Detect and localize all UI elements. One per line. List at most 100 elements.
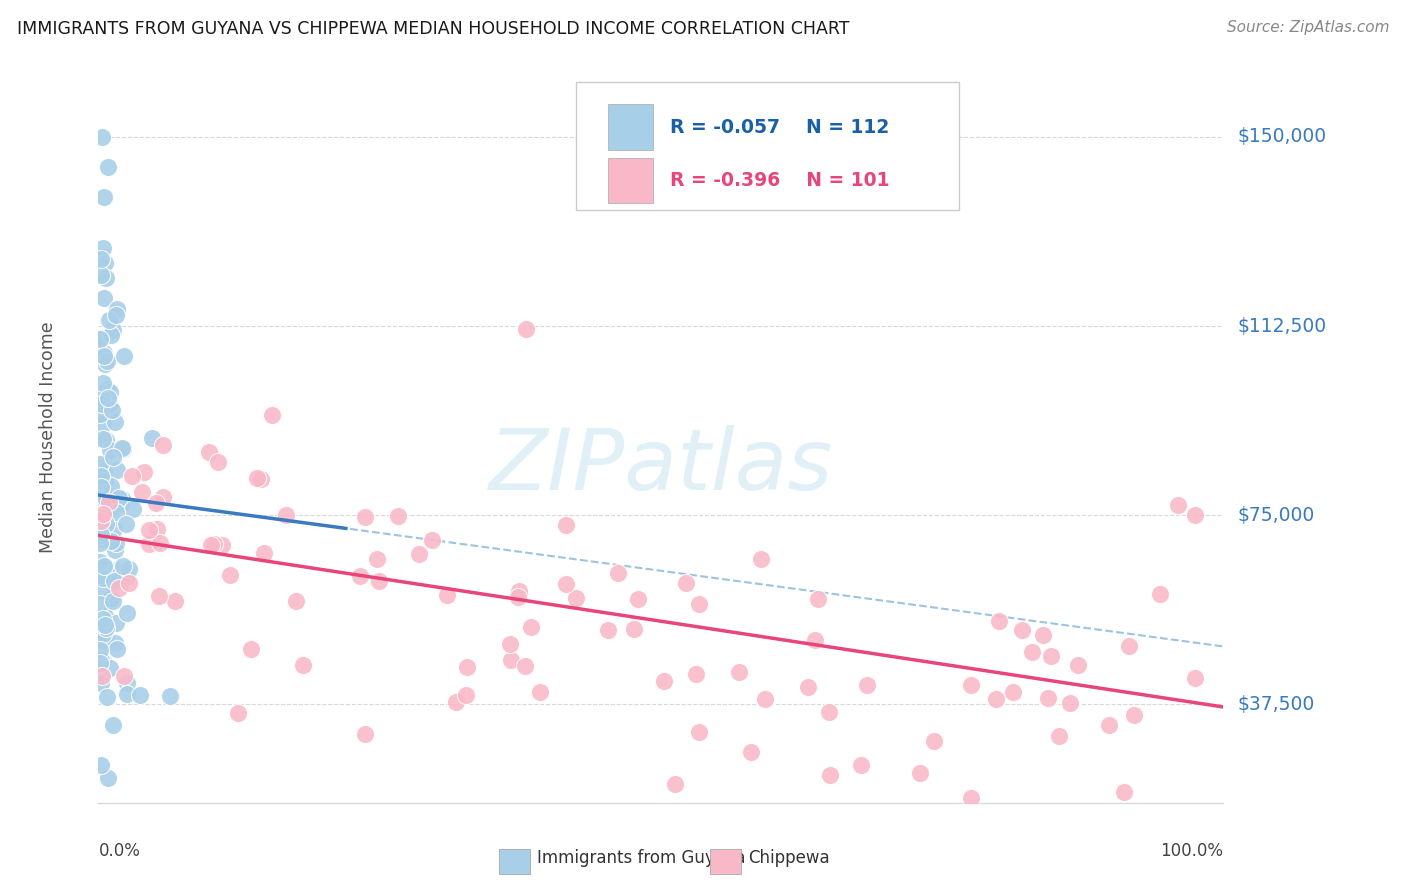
Point xyxy=(91,417,114,432)
Point xyxy=(96,690,118,705)
Point xyxy=(1149,587,1171,601)
Point xyxy=(93,473,115,487)
Point xyxy=(200,538,222,552)
Point xyxy=(90,268,112,282)
Point xyxy=(101,450,124,464)
Point xyxy=(93,558,115,573)
Point xyxy=(922,734,945,748)
Point xyxy=(105,535,128,549)
Point xyxy=(129,688,152,702)
Point xyxy=(554,576,576,591)
Point xyxy=(1184,508,1206,523)
Point xyxy=(93,349,115,363)
Point xyxy=(444,695,467,709)
Point xyxy=(91,527,114,541)
Point xyxy=(250,472,273,486)
Point xyxy=(90,477,112,491)
Point xyxy=(292,658,315,673)
Point xyxy=(115,687,138,701)
Point xyxy=(817,705,839,719)
Point xyxy=(104,563,127,577)
Point xyxy=(91,391,114,405)
Point xyxy=(436,587,458,601)
Point xyxy=(688,597,710,611)
Point xyxy=(131,484,153,499)
Point xyxy=(988,614,1011,628)
Point xyxy=(90,757,112,772)
Point xyxy=(1067,658,1090,673)
Point xyxy=(90,676,112,690)
Point xyxy=(97,160,120,174)
Point xyxy=(226,706,249,720)
Point xyxy=(420,533,443,548)
Point xyxy=(1122,707,1144,722)
Point xyxy=(1114,785,1136,799)
Point xyxy=(675,575,697,590)
Point xyxy=(91,654,114,668)
Point xyxy=(685,667,707,681)
Point xyxy=(796,680,818,694)
Point xyxy=(818,768,841,782)
Point xyxy=(89,466,111,480)
Point xyxy=(103,500,125,514)
Point xyxy=(274,508,297,522)
Point xyxy=(501,653,523,667)
Point xyxy=(211,538,233,552)
Point xyxy=(849,758,872,772)
Point xyxy=(499,637,522,651)
Point xyxy=(246,471,269,485)
Point xyxy=(90,130,112,145)
Point xyxy=(855,677,877,691)
Point xyxy=(408,548,430,562)
Point xyxy=(262,408,284,422)
Point xyxy=(529,685,551,699)
Point xyxy=(960,678,983,692)
Point xyxy=(115,675,138,690)
Point xyxy=(104,505,127,519)
Point xyxy=(727,665,749,679)
Point xyxy=(104,636,127,650)
Point xyxy=(96,354,118,368)
Point xyxy=(138,536,160,550)
Point xyxy=(253,546,276,560)
Point xyxy=(91,529,114,543)
Point xyxy=(114,570,136,584)
Point xyxy=(152,491,174,505)
Point xyxy=(740,745,762,759)
Point xyxy=(90,514,112,528)
Point xyxy=(596,624,619,638)
Point xyxy=(520,620,543,634)
Point xyxy=(1032,628,1054,642)
Text: Chippewa: Chippewa xyxy=(748,849,830,867)
Point xyxy=(90,528,112,542)
FancyBboxPatch shape xyxy=(576,82,959,211)
Point xyxy=(506,591,529,605)
Point xyxy=(959,790,981,805)
Point xyxy=(96,562,118,576)
Point xyxy=(146,522,169,536)
Point xyxy=(112,559,135,574)
Point xyxy=(104,542,127,557)
Point xyxy=(89,657,111,671)
Point xyxy=(207,455,229,469)
Point xyxy=(112,350,135,364)
Point xyxy=(89,407,111,421)
Point xyxy=(89,617,111,632)
Point xyxy=(98,384,121,399)
Point xyxy=(90,653,112,667)
Point xyxy=(1098,718,1121,732)
Point xyxy=(110,441,132,455)
Point xyxy=(90,480,112,494)
Point xyxy=(515,321,537,335)
Point xyxy=(623,622,645,636)
Point xyxy=(94,357,117,371)
Point xyxy=(198,445,221,459)
Text: R = -0.057    N = 112: R = -0.057 N = 112 xyxy=(669,118,889,136)
Point xyxy=(89,332,111,346)
Point xyxy=(100,327,122,342)
Point xyxy=(89,556,111,570)
Point xyxy=(163,594,186,608)
Point xyxy=(368,574,391,588)
Point xyxy=(100,533,122,548)
Point xyxy=(627,592,650,607)
